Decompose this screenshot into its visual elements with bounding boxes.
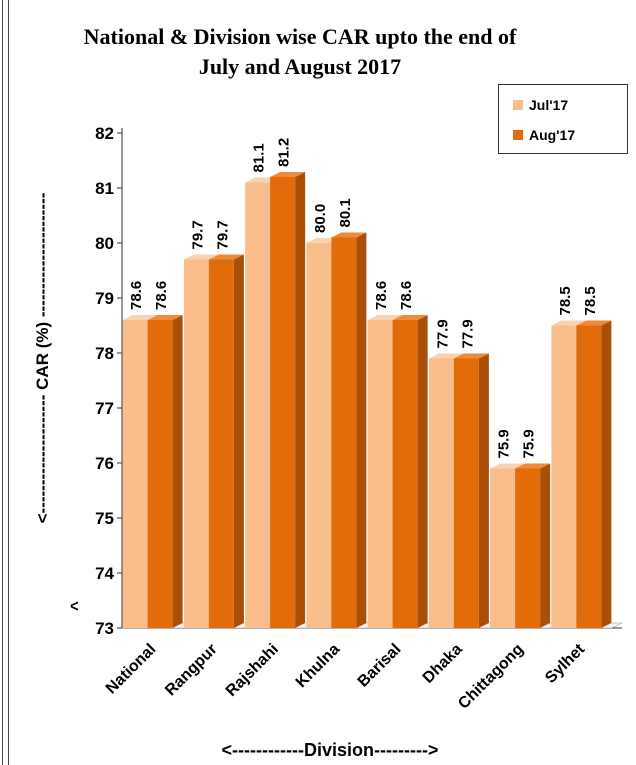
y-axis-label: <--------------------- CAR (%) ---------… bbox=[33, 193, 52, 524]
x-tick-label-chittagong: Chittagong bbox=[455, 641, 527, 713]
chart-title-line-2: July and August 2017 bbox=[198, 54, 402, 79]
bar-aug-rangpur bbox=[208, 259, 234, 628]
bar-jul-barisal bbox=[367, 320, 393, 628]
chart-title: National & Division wise CAR upto the en… bbox=[20, 22, 580, 82]
bar-jul-chittagong bbox=[490, 468, 516, 628]
data-label-aug-rajshahi: 81.2 bbox=[276, 138, 293, 167]
legend-item-aug: Aug'17 bbox=[513, 127, 575, 143]
data-label-jul-dhaka: 77.9 bbox=[434, 319, 451, 348]
bar-aug-dhaka bbox=[453, 358, 479, 628]
bar-top-jul-sylhet bbox=[551, 320, 587, 326]
bar-aug-sylhet bbox=[576, 325, 602, 628]
bar-top-aug-sylhet bbox=[576, 320, 612, 326]
bar-aug-rajshahi bbox=[270, 177, 296, 628]
x-tick-label-sylhet: Sylhet bbox=[542, 640, 588, 686]
bar-top-aug-rajshahi bbox=[270, 172, 306, 177]
y-axis-label-arrowhead: ^ bbox=[67, 601, 86, 611]
data-label-aug-barisal: 78.6 bbox=[398, 281, 415, 310]
x-tick-label-khulna: Khulna bbox=[293, 641, 343, 691]
data-label-jul-khulna: 80.0 bbox=[312, 204, 329, 233]
y-tick-label: 78 bbox=[95, 344, 114, 363]
left-border-line-inner bbox=[8, 0, 9, 765]
bar-aug-national bbox=[147, 320, 173, 628]
bars-group bbox=[122, 172, 612, 628]
x-tick-label-rajshahi: Rajshahi bbox=[223, 641, 282, 700]
legend-item-jul: Jul'17 bbox=[513, 97, 568, 113]
data-label-jul-rangpur: 79.7 bbox=[189, 220, 206, 249]
legend-swatch-aug bbox=[513, 130, 523, 140]
bar-side-aug-khulna bbox=[356, 232, 367, 628]
bar-side-aug-rajshahi bbox=[295, 172, 306, 628]
bar-top-aug-national bbox=[147, 315, 183, 320]
data-label-jul-barisal: 78.6 bbox=[373, 281, 390, 310]
bar-aug-chittagong bbox=[515, 468, 541, 628]
y-tick-label: 80 bbox=[95, 234, 114, 253]
x-axis-label: <------------Division---------> bbox=[222, 740, 439, 760]
y-tick-label: 76 bbox=[95, 454, 114, 473]
chart-title-line-1: National & Division wise CAR upto the en… bbox=[83, 24, 517, 49]
data-label-jul-national: 78.6 bbox=[128, 281, 145, 310]
bar-top-jul-dhaka bbox=[428, 353, 464, 359]
y-tick-label: 82 bbox=[95, 124, 114, 143]
data-label-aug-chittagong: 75.9 bbox=[521, 429, 538, 458]
bar-jul-khulna bbox=[306, 243, 332, 628]
bar-side-aug-dhaka bbox=[478, 353, 489, 628]
y-tick-label: 75 bbox=[95, 509, 114, 528]
data-label-jul-rajshahi: 81.1 bbox=[251, 143, 268, 172]
x-tick-label-rangpur: Rangpur bbox=[162, 641, 221, 700]
bar-top-aug-dhaka bbox=[453, 353, 489, 359]
bar-top-jul-barisal bbox=[367, 315, 403, 320]
legend-swatch-jul bbox=[513, 100, 523, 110]
bar-side-aug-sylhet bbox=[601, 320, 612, 628]
bar-side-aug-barisal bbox=[417, 315, 428, 628]
bar-jul-rajshahi bbox=[245, 182, 271, 628]
y-tick-label: 81 bbox=[95, 179, 114, 198]
y-tick-label: 79 bbox=[95, 289, 114, 308]
legend-label-aug: Aug'17 bbox=[529, 127, 576, 143]
y-tick-label: 74 bbox=[95, 564, 114, 583]
data-label-jul-chittagong: 75.9 bbox=[496, 429, 513, 458]
left-border-line bbox=[2, 0, 3, 765]
bar-top-aug-rangpur bbox=[208, 254, 244, 260]
y-tick-label: 73 bbox=[95, 619, 114, 638]
bar-top-aug-barisal bbox=[392, 315, 428, 320]
data-label-aug-khulna: 80.1 bbox=[337, 198, 354, 227]
data-label-aug-rangpur: 79.7 bbox=[214, 220, 231, 249]
data-label-aug-dhaka: 77.9 bbox=[459, 319, 476, 348]
bar-aug-khulna bbox=[331, 237, 357, 628]
y-tick-label: 77 bbox=[95, 399, 114, 418]
bar-top-aug-chittagong bbox=[515, 463, 551, 469]
chart-legend: Jul'17 Aug'17 bbox=[498, 84, 628, 154]
bar-jul-national bbox=[122, 320, 148, 628]
bar-jul-sylhet bbox=[551, 325, 577, 628]
bar-jul-rangpur bbox=[183, 259, 209, 628]
data-label-aug-sylhet: 78.5 bbox=[582, 286, 599, 315]
bar-top-aug-khulna bbox=[331, 232, 367, 238]
x-tick-label-barisal: Barisal bbox=[355, 641, 405, 691]
bar-aug-barisal bbox=[392, 320, 418, 628]
bar-top-jul-chittagong bbox=[490, 463, 526, 469]
data-label-aug-national: 78.6 bbox=[153, 281, 170, 310]
bar-side-aug-chittagong bbox=[540, 463, 551, 628]
x-tick-label-dhaka: Dhaka bbox=[420, 641, 466, 687]
legend-label-jul: Jul'17 bbox=[529, 97, 569, 113]
data-label-jul-sylhet: 78.5 bbox=[557, 286, 574, 315]
bar-side-aug-rangpur bbox=[233, 254, 244, 628]
x-tick-label-national: National bbox=[103, 641, 160, 698]
bar-top-jul-rangpur bbox=[183, 254, 219, 260]
bar-jul-dhaka bbox=[428, 358, 454, 628]
bar-side-aug-national bbox=[172, 315, 183, 628]
bar-top-jul-national bbox=[122, 315, 158, 320]
